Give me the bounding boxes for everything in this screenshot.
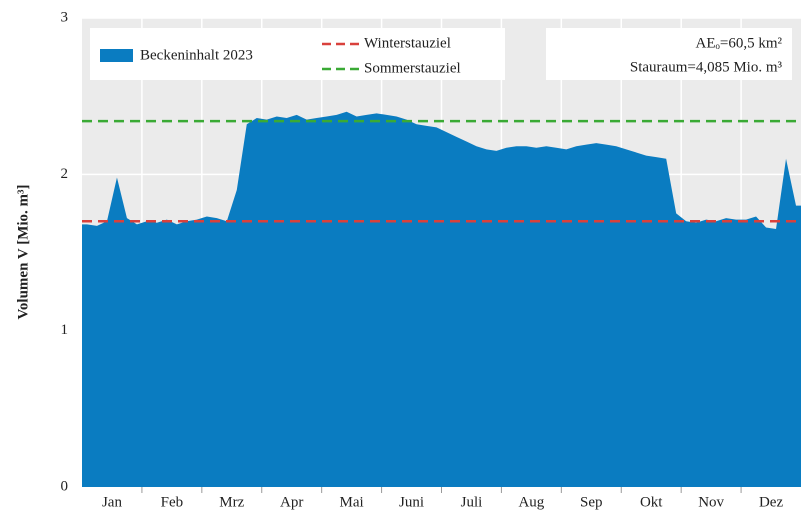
x-tick-label: Juni	[399, 494, 424, 510]
y-tick-label: 2	[61, 166, 69, 182]
y-tick-label: 0	[61, 478, 69, 494]
x-tick-label: Jan	[102, 494, 122, 510]
x-tick-label: Mrz	[219, 494, 244, 510]
x-tick-label: Dez	[759, 494, 783, 510]
overlay: Beckeninhalt 2023 Winterstauziel Sommersta…	[82, 28, 801, 223]
annotation: Stauraum=4,085 Mio. m³	[630, 59, 783, 75]
annotation: AEₒ=60,5 km²	[696, 35, 783, 51]
y-tick-label: 3	[61, 9, 69, 25]
x-tick-label: Nov	[698, 494, 724, 510]
legend-label: Winterstauziel	[364, 35, 451, 51]
x-tick-label: Juli	[461, 494, 483, 510]
x-tick-label: Feb	[161, 494, 184, 510]
legend-swatch	[100, 49, 133, 62]
x-tick-label: Apr	[280, 494, 303, 510]
marks	[82, 111, 801, 488]
area	[82, 111, 801, 488]
legend-label: Sommerstauziel	[364, 60, 461, 76]
annotation-box	[546, 28, 792, 80]
x-tick-label: Sep	[580, 494, 603, 510]
legend-label: Beckeninhalt 2023	[140, 47, 253, 63]
x-tick-label: Mai	[340, 494, 364, 510]
y-tick-label: 1	[61, 322, 69, 338]
y-axis-label: Volumen V [Mio. m³]	[15, 184, 31, 319]
x-tick-label: Aug	[518, 494, 544, 510]
legend-box	[90, 28, 505, 80]
x-tick-label: Okt	[640, 494, 663, 510]
